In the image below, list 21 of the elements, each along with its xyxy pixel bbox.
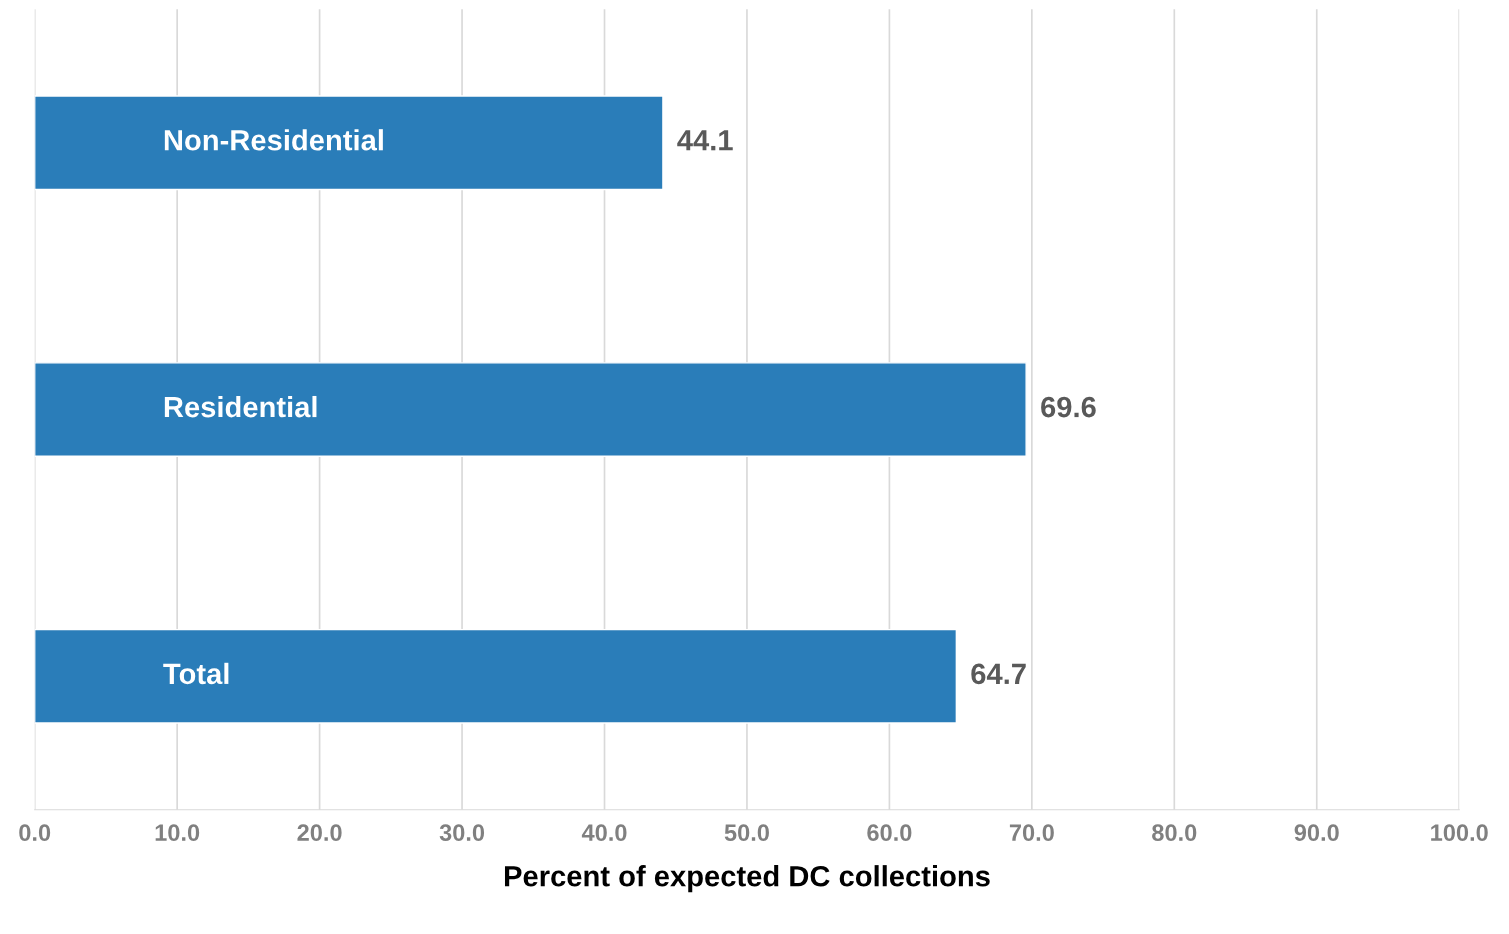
x-tick-label: 60.0	[867, 824, 912, 842]
bar	[34, 95, 664, 191]
data-label: 64.7	[971, 663, 1026, 685]
y-tick-label: Total	[163, 662, 229, 685]
x-tick-label: 80.0	[1152, 824, 1197, 842]
data-label: 69.6	[1041, 396, 1096, 418]
y-tick-label: Non-Residential	[164, 129, 383, 151]
x-tick-label: 10.0	[155, 824, 200, 842]
x-tick-label: 40.0	[581, 824, 627, 842]
x-tick-label: 100.0	[1431, 824, 1488, 842]
x-axis-title: Percent of expected DC collections	[504, 865, 990, 893]
x-tick-label: 0.0	[19, 824, 51, 842]
x-tick-label: 70.0	[1009, 824, 1054, 842]
data-label: 44.1	[677, 130, 733, 151]
bar	[34, 628, 958, 724]
x-tick-label: 50.0	[724, 824, 769, 842]
y-tick-label: Residential	[164, 395, 317, 418]
bar	[34, 362, 1027, 457]
x-tick-label: 30.0	[439, 824, 485, 842]
x-tick-label: 90.0	[1294, 824, 1339, 842]
x-tick-label: 20.0	[297, 824, 342, 842]
